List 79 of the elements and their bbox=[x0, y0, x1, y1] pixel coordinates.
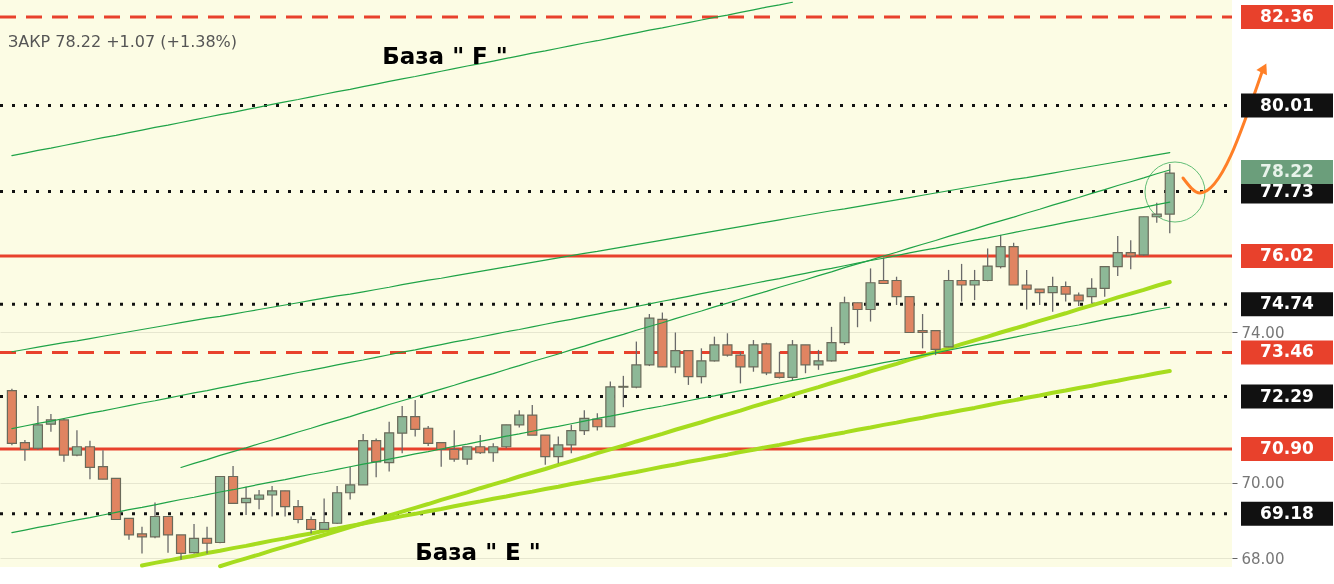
annotation: ЗАКР 78.22 +1.07 (+1.38%) bbox=[8, 32, 238, 51]
candlestick bbox=[1151, 202, 1162, 224]
candlestick bbox=[722, 332, 733, 358]
candlestick bbox=[475, 434, 486, 455]
candlestick bbox=[995, 234, 1006, 270]
candlestick bbox=[1060, 280, 1071, 303]
ref-line-label: 80.01 bbox=[1260, 94, 1314, 115]
candlestick bbox=[71, 429, 83, 457]
candlestick bbox=[826, 326, 837, 363]
annotation: База " F " bbox=[382, 43, 508, 69]
candlestick bbox=[423, 425, 434, 447]
candlestick bbox=[188, 523, 200, 555]
candlestick bbox=[631, 340, 642, 389]
candlestick bbox=[1099, 265, 1110, 298]
line-series bbox=[11, 152, 1171, 353]
y-tick-label: 68.00 bbox=[1241, 549, 1285, 568]
ref-line-label: 73.46 bbox=[1260, 341, 1314, 362]
candlestick bbox=[253, 489, 265, 510]
candlestick bbox=[397, 405, 408, 454]
candlestick bbox=[32, 405, 44, 451]
candlestick bbox=[566, 424, 577, 454]
candlestick bbox=[449, 429, 460, 463]
candlestick bbox=[1086, 277, 1097, 305]
y-tick-label: 74.00 bbox=[1241, 323, 1285, 342]
candlestick bbox=[774, 351, 785, 380]
candlestick bbox=[19, 439, 30, 462]
candlestick bbox=[969, 269, 980, 301]
candlestick bbox=[540, 434, 551, 466]
candlestick bbox=[735, 351, 746, 385]
ref-line-label: 74.74 bbox=[1260, 293, 1315, 314]
candlestick bbox=[696, 347, 707, 385]
candlestick bbox=[266, 485, 278, 518]
candlestick bbox=[1047, 276, 1058, 313]
candlestick bbox=[345, 466, 356, 501]
candlestick bbox=[488, 442, 499, 463]
ref-line-label: 69.18 bbox=[1260, 502, 1314, 523]
candlestick bbox=[670, 331, 681, 374]
candlestick bbox=[813, 349, 824, 371]
ref-line-label: 77.73 bbox=[1260, 180, 1314, 201]
candlestick bbox=[410, 399, 421, 438]
candlestick bbox=[1112, 235, 1123, 277]
candlestick bbox=[618, 375, 629, 408]
candlestick bbox=[878, 256, 889, 285]
line-series bbox=[11, 1, 794, 157]
line-series bbox=[11, 306, 1171, 534]
candlestick bbox=[852, 302, 863, 328]
annotation: База " E " bbox=[415, 539, 541, 565]
candlestick bbox=[123, 517, 135, 541]
candlestick bbox=[553, 435, 564, 464]
ref-line-label: 72.29 bbox=[1260, 385, 1314, 406]
candlestick bbox=[97, 449, 109, 480]
ref-line-label: 82.36 bbox=[1260, 5, 1314, 26]
ref-line-label: 70.90 bbox=[1260, 438, 1315, 458]
candlestick bbox=[917, 313, 928, 349]
candlestick bbox=[240, 486, 252, 516]
candlestick bbox=[956, 263, 967, 303]
candlestick bbox=[462, 446, 473, 466]
candlestick bbox=[293, 499, 304, 524]
candlestick bbox=[1125, 239, 1136, 270]
candlestick bbox=[201, 526, 213, 555]
candlestick bbox=[84, 440, 96, 480]
candlestick bbox=[748, 339, 759, 373]
candlestick bbox=[149, 501, 161, 539]
candlestick bbox=[982, 247, 993, 282]
candlestick bbox=[930, 329, 941, 356]
candlestick bbox=[891, 276, 902, 306]
candlestick bbox=[709, 336, 720, 363]
candlestick bbox=[371, 437, 382, 478]
candlestick bbox=[162, 515, 174, 554]
y-tick-label: 70.00 bbox=[1241, 474, 1285, 493]
candlestick bbox=[175, 534, 187, 561]
candlestick bbox=[1021, 269, 1032, 311]
candlestick bbox=[136, 526, 148, 555]
candlestick bbox=[527, 404, 538, 436]
candlestick bbox=[319, 497, 330, 531]
text: 78.22 bbox=[1260, 161, 1314, 181]
ref-line-label: 76.02 bbox=[1260, 244, 1314, 265]
candlestick bbox=[280, 490, 291, 518]
candlestick bbox=[800, 344, 811, 374]
